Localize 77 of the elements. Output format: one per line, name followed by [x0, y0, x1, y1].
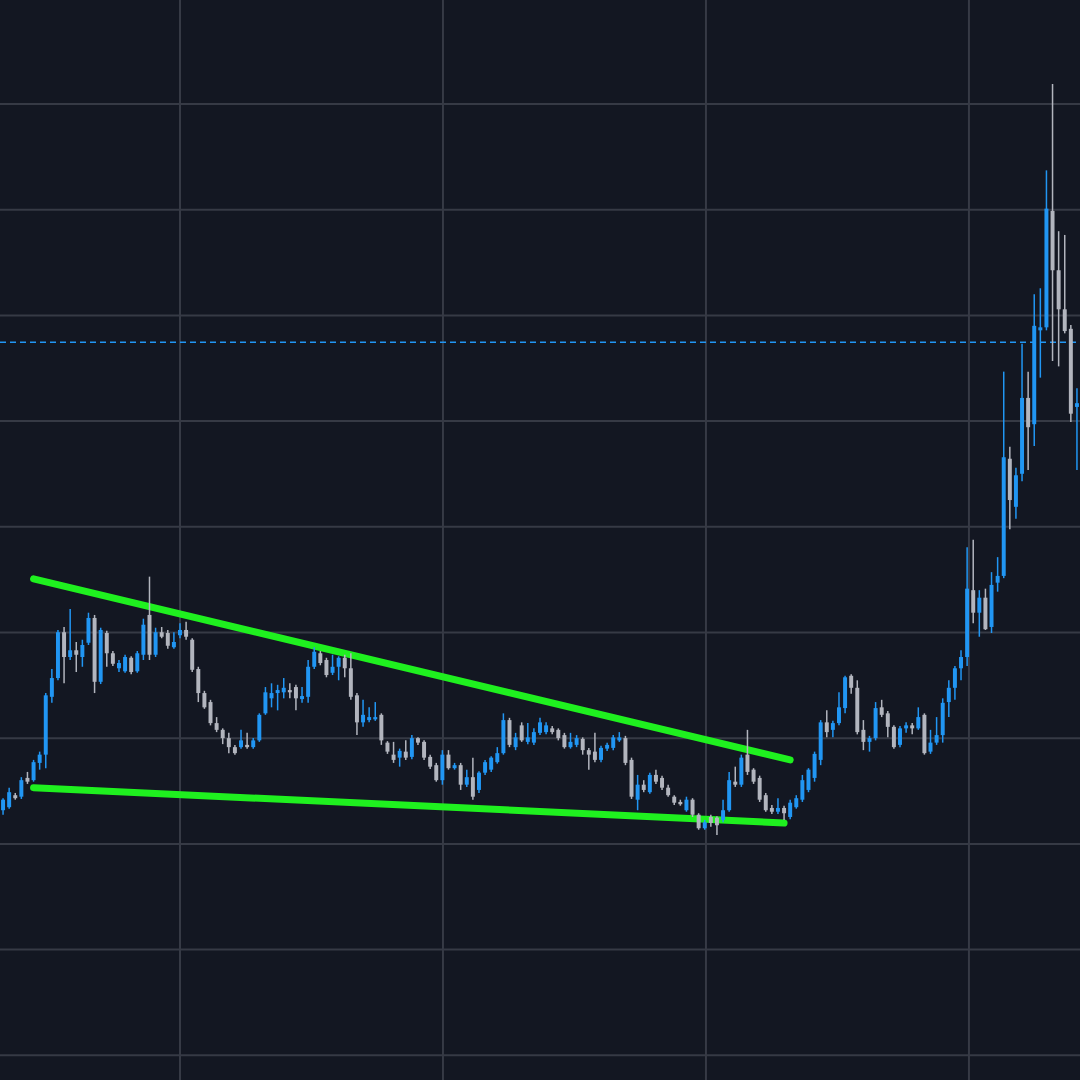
candlestick [129, 655, 134, 676]
candlestick [775, 797, 780, 815]
candlestick [269, 682, 274, 709]
candlestick [104, 629, 109, 668]
candlestick [184, 620, 189, 641]
candlestick [342, 654, 347, 679]
candlestick [904, 721, 909, 734]
candlestick [910, 722, 915, 736]
candlestick [763, 792, 768, 813]
candlestick [525, 722, 530, 745]
candlestick [409, 734, 414, 760]
candlestick [745, 729, 750, 776]
candlestick [312, 646, 317, 670]
candlestick [275, 684, 280, 712]
candlestick [171, 631, 176, 650]
candlestick [635, 774, 640, 811]
candlestick [690, 797, 695, 818]
candlestick [861, 719, 866, 751]
candlestick [824, 709, 829, 739]
candlestick [721, 798, 726, 823]
candlestick [202, 690, 207, 710]
candlestick [31, 759, 36, 783]
candlestick [300, 686, 305, 704]
candlestick [263, 686, 268, 716]
candlestick [49, 668, 54, 704]
candlestick [757, 774, 762, 803]
candlestick [293, 684, 298, 712]
candlestick [885, 710, 890, 739]
candlestick [788, 798, 793, 820]
candlestick [977, 589, 982, 638]
candlestick [934, 716, 939, 746]
candlestick [946, 679, 951, 718]
candlestick [74, 641, 79, 673]
candlestick [806, 767, 811, 793]
candlestick [403, 739, 408, 761]
candlestick [971, 539, 976, 624]
candlestick [898, 725, 902, 748]
candlestick [959, 649, 963, 682]
candlestick [19, 776, 24, 800]
candlestick [647, 771, 652, 795]
candlestick [397, 747, 402, 768]
candlestick [7, 786, 12, 810]
candlestick [330, 654, 335, 676]
candlestick [123, 654, 128, 674]
candlestick [391, 741, 396, 764]
candlestick [586, 747, 591, 771]
candlestick [837, 691, 841, 727]
candlestick [324, 657, 329, 679]
candlestick [336, 655, 341, 682]
candlestick [135, 650, 140, 674]
candlestick [714, 815, 719, 836]
candlestick [361, 699, 366, 728]
candlestick [470, 756, 475, 801]
candlestick [891, 724, 896, 750]
candlestick [37, 750, 42, 771]
candlestick [733, 765, 738, 788]
candlestick [952, 665, 957, 701]
candlestick [226, 732, 231, 754]
candlestick [458, 762, 463, 791]
candlestick [367, 706, 372, 724]
candlestick [995, 556, 1000, 593]
candlestick [80, 638, 85, 668]
candlestick [1074, 387, 1079, 471]
candlestick [446, 749, 451, 771]
candlestick [68, 608, 73, 661]
candlestick [519, 721, 524, 743]
candlestick [477, 770, 481, 794]
candlestick [849, 673, 854, 695]
candlestick [916, 706, 921, 731]
candlestick [165, 629, 170, 650]
candlestick [153, 626, 158, 658]
candlestick [434, 762, 439, 783]
candlestick [1062, 234, 1067, 335]
candlestick [800, 774, 805, 803]
candlestick [422, 739, 427, 761]
candlestick [239, 729, 243, 750]
candlestick [592, 732, 597, 763]
